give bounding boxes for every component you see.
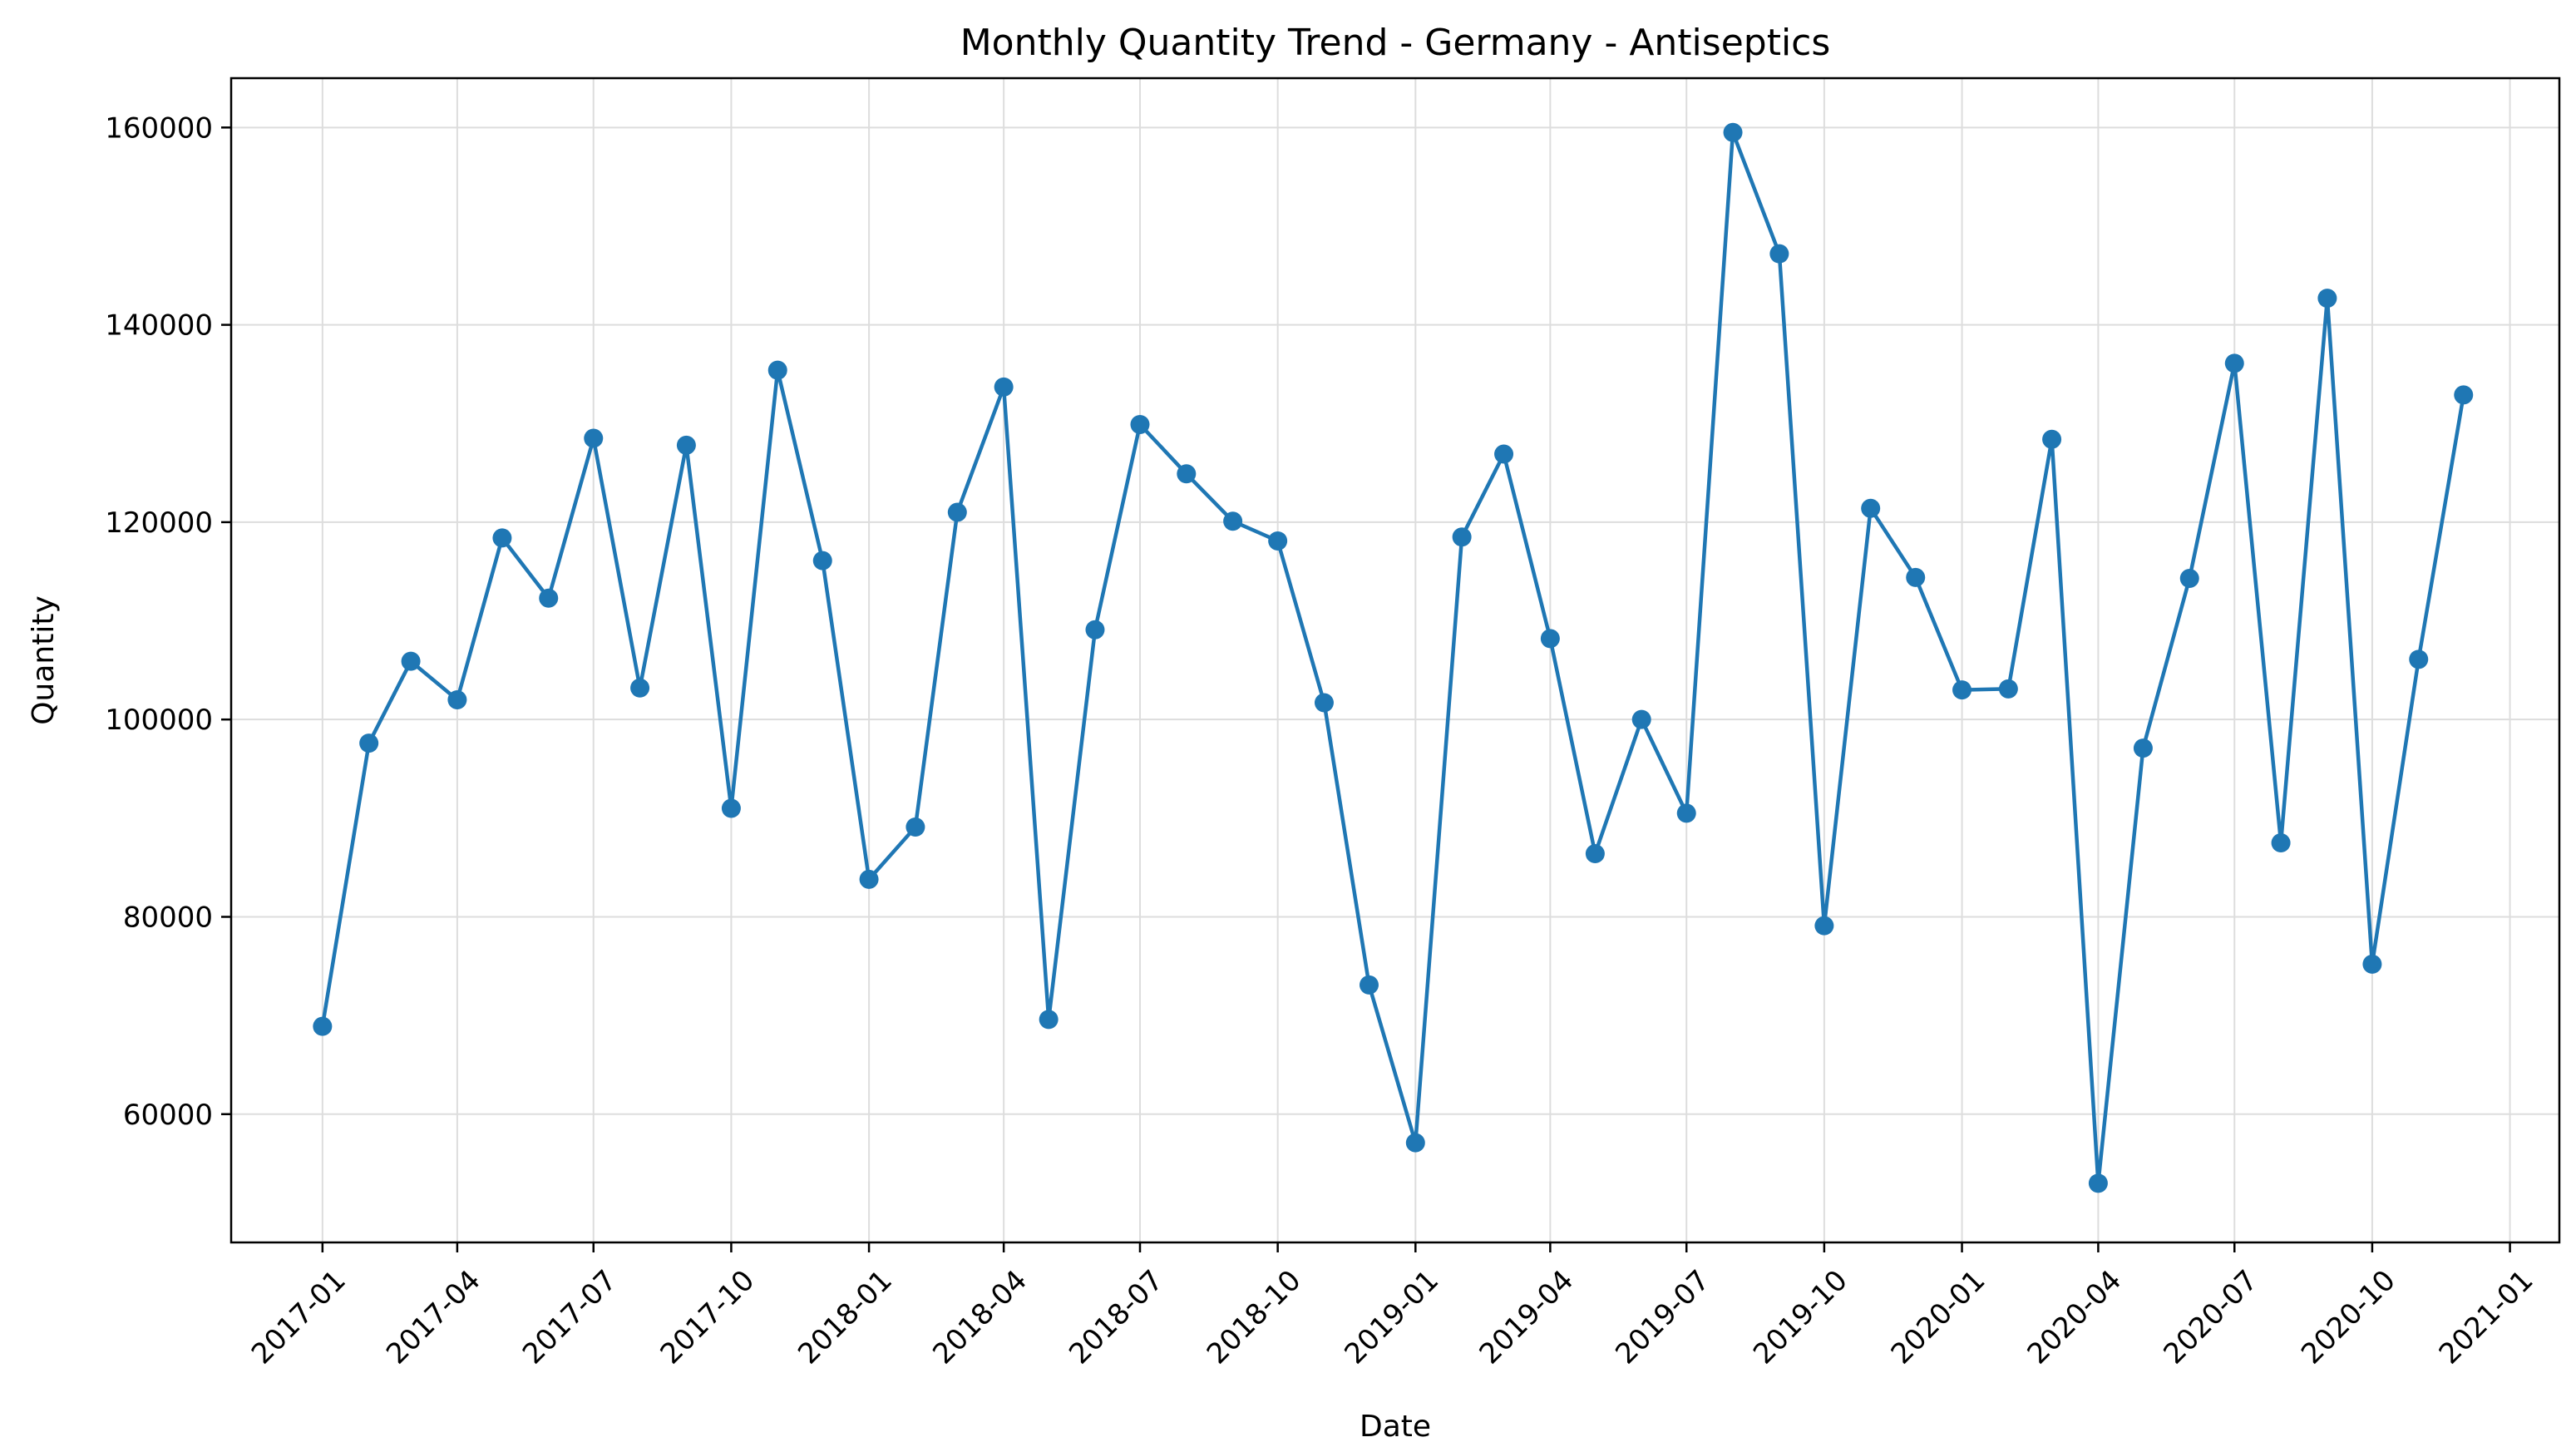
data-point <box>1314 693 1334 713</box>
data-point <box>492 528 512 548</box>
data-point <box>1085 620 1105 640</box>
y-tick-label: 100000 <box>105 704 213 737</box>
data-point <box>2179 569 2199 589</box>
data-point <box>1359 975 1379 995</box>
data-point <box>2362 954 2382 974</box>
x-axis-label: Date <box>1360 1410 1431 1444</box>
data-point <box>721 798 741 818</box>
data-point <box>1723 122 1743 142</box>
data-point <box>313 1016 333 1036</box>
data-point <box>1585 844 1605 864</box>
data-point <box>1631 709 1651 729</box>
data-point <box>2042 429 2062 449</box>
data-point <box>2454 385 2474 405</box>
data-point <box>859 869 879 889</box>
data-point <box>1177 464 1197 484</box>
data-point <box>1952 680 1972 700</box>
data-point <box>2271 832 2291 852</box>
y-tick-label: 160000 <box>105 111 213 145</box>
data-point <box>994 377 1014 397</box>
data-point <box>584 428 604 448</box>
data-series <box>313 122 2474 1193</box>
y-tick-label: 120000 <box>105 506 213 540</box>
data-point <box>539 588 559 608</box>
data-point <box>1452 527 1472 547</box>
data-point <box>359 733 379 753</box>
data-point <box>1268 531 1288 551</box>
data-point <box>1039 1010 1059 1030</box>
data-point <box>1494 444 1514 464</box>
data-point <box>2133 738 2153 758</box>
data-point <box>1814 916 1834 936</box>
data-point <box>767 360 787 380</box>
data-point <box>2409 649 2429 669</box>
data-point <box>1223 511 1243 531</box>
data-point <box>1676 803 1696 823</box>
data-point <box>1130 414 1150 434</box>
chart-title: Monthly Quantity Trend - Germany - Antis… <box>960 22 1831 64</box>
data-point <box>2317 289 2337 309</box>
data-point <box>1998 679 2018 699</box>
plot-frame <box>229 77 2561 1244</box>
data-point <box>1861 498 1881 518</box>
data-point <box>2088 1173 2108 1193</box>
data-point <box>1540 629 1560 649</box>
grid-lines <box>231 78 2559 1242</box>
data-point <box>401 651 421 671</box>
y-axis-label: Quantity <box>27 595 61 725</box>
y-tick-label: 140000 <box>105 309 213 343</box>
data-point <box>812 551 832 570</box>
series-line <box>320 131 2466 1186</box>
data-point <box>906 817 925 837</box>
data-point <box>676 435 696 455</box>
data-point <box>630 678 650 698</box>
y-tick-label: 60000 <box>123 1099 213 1132</box>
data-point <box>1405 1133 1425 1153</box>
y-tick-label: 80000 <box>123 901 213 934</box>
data-point <box>947 502 967 522</box>
data-point <box>2224 353 2244 373</box>
data-point <box>1906 567 1926 587</box>
data-point <box>447 689 467 709</box>
data-point <box>1769 244 1789 264</box>
